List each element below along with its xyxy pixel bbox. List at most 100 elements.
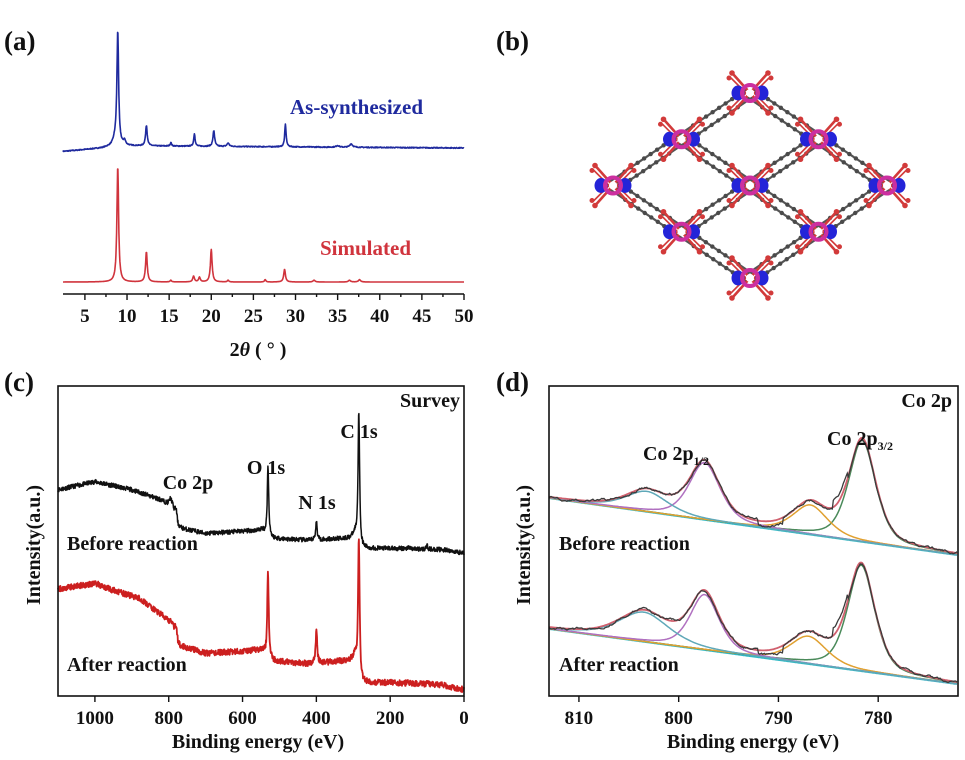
carboxylate-arm (680, 119, 700, 141)
raw-spectrum-after-reaction (548, 563, 958, 684)
carbon-atom (791, 114, 797, 119)
annotation-subscript: 3/2 (878, 439, 893, 453)
carbon-atom (655, 219, 661, 224)
carbon-atom (716, 118, 721, 123)
x-axis-ticks: 810 800 790 780 (565, 696, 892, 729)
fit-component-sat2-after-reaction (548, 611, 958, 685)
carbon-atom (723, 253, 728, 258)
oxygen-atom (660, 156, 667, 163)
oxygen-atom (631, 168, 637, 173)
x-tick-label: 10 (118, 306, 137, 327)
carbon-atom (853, 210, 858, 216)
carboxylate-arm (817, 211, 837, 233)
oxygen-atom (837, 151, 842, 157)
core-center (814, 135, 823, 144)
oxygen-atom (729, 70, 735, 76)
carbon-atom (773, 113, 778, 119)
x-axis-title: 2θ ( ° ) (230, 339, 287, 361)
carboxylate-arm (800, 119, 820, 141)
carbon-atom (722, 113, 727, 119)
carbon-atom (839, 219, 845, 224)
carbon-atom (772, 193, 777, 199)
oxygen-atom (658, 244, 663, 250)
oxygen-atom (696, 156, 703, 163)
cobalt-core (671, 129, 692, 150)
carbon-atom (654, 206, 660, 212)
carbon-atom (773, 206, 778, 211)
carboxylate-arm (869, 184, 888, 206)
carbon-atom (779, 118, 784, 123)
oxygen-atom (729, 202, 735, 209)
carboxylate-arm (595, 165, 614, 187)
carbon-atom (853, 156, 859, 161)
carbon-atom (702, 127, 708, 132)
oxygen-atom (729, 162, 735, 169)
annotation-n-1s: N 1s (298, 492, 335, 514)
oxygen-atom (765, 255, 771, 261)
oxygen-atom (795, 214, 800, 220)
core-center (883, 181, 891, 190)
core-center (609, 181, 617, 190)
oxygen-atom (768, 198, 774, 203)
oxygen-atom (589, 168, 595, 173)
carbon-atom (772, 101, 777, 106)
cobalt-core (877, 175, 897, 196)
cobalt-core (603, 175, 623, 196)
carboxylate-arm (612, 165, 631, 187)
oxygen-atom (628, 162, 634, 169)
oxygen-atom (866, 162, 872, 169)
carbon-atom (784, 257, 789, 262)
carbon-atom (717, 261, 723, 266)
oxygen-atom (696, 208, 703, 215)
oxygen-atom (628, 202, 634, 209)
oxygen-atom (833, 156, 840, 163)
carbon-atom (703, 239, 709, 245)
oxygen-atom (833, 116, 840, 123)
oxygen-atom (795, 121, 800, 127)
core-center (746, 181, 754, 190)
carbon-atom (716, 105, 722, 111)
carbon-atom (777, 261, 783, 266)
oxygen-atom (592, 202, 598, 209)
annotation-text: Co 2p (827, 428, 878, 450)
series-label-simulated: Simulated (320, 236, 411, 260)
carbon-atom (723, 160, 728, 166)
annotation-subscript: 1/2 (694, 454, 709, 468)
oxygen-atom (726, 290, 732, 296)
x-tick-label: 0 (459, 708, 469, 729)
carbon-atom (772, 160, 777, 166)
oxygen-atom (768, 260, 774, 266)
carbon-atom (717, 168, 723, 174)
x-tick-label: 40 (370, 306, 389, 327)
carbon-atom (779, 210, 784, 216)
series-label-before-reaction: Before reaction (67, 533, 198, 555)
carbon-atom (704, 160, 709, 165)
survey-trace-before-reaction (57, 412, 465, 556)
x-axis-title: Binding energy (eV) (667, 731, 839, 753)
oxygen-atom (837, 214, 842, 220)
carbon-atom (642, 210, 647, 216)
x-tick-label: 25 (244, 306, 263, 327)
oxygen-atom (700, 244, 705, 250)
oxygen-atom (795, 244, 800, 250)
oxygen-atom (696, 116, 703, 123)
carboxylate-arm (749, 277, 768, 298)
carbon-atom (853, 198, 859, 203)
cobalt-core (740, 175, 760, 196)
oxygen-atom (700, 151, 705, 157)
oxygen-atom (726, 198, 732, 203)
carboxylate-arm (732, 92, 751, 113)
carbon-atom (702, 219, 708, 224)
x-tick-label: 600 (228, 708, 257, 729)
carbon-atom (703, 147, 709, 152)
oxygen-atom (866, 202, 872, 209)
panel-label-a: (a) (4, 26, 35, 56)
oxygen-atom (658, 121, 663, 127)
oxygen-atom (905, 168, 911, 173)
x-tick-label: 45 (412, 306, 431, 327)
x-axis-title-unit: ( ° ) (250, 339, 286, 361)
oxygen-atom (863, 168, 869, 173)
carbon-atom (654, 160, 659, 165)
oxygen-atom (837, 121, 842, 127)
carboxylate-arm (886, 165, 905, 187)
